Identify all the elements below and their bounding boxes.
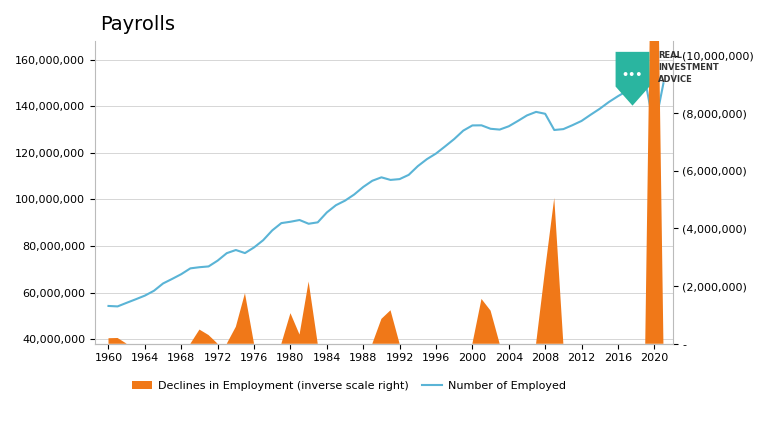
Text: Payrolls: Payrolls: [101, 15, 175, 34]
Text: REAL
INVESTMENT
ADVICE: REAL INVESTMENT ADVICE: [658, 51, 719, 84]
Text: •••: •••: [622, 70, 643, 80]
Polygon shape: [616, 52, 650, 105]
Legend: Declines in Employment (inverse scale right), Number of Employed: Declines in Employment (inverse scale ri…: [128, 377, 570, 396]
